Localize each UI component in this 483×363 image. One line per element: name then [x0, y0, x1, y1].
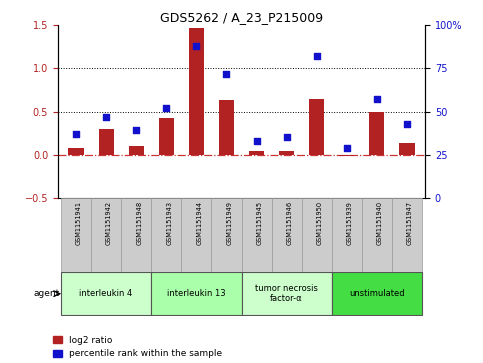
Text: GSM1151949: GSM1151949 [227, 201, 232, 245]
Bar [99, 129, 114, 155]
Point [343, 145, 351, 151]
Bar [61, 272, 151, 315]
Point [373, 97, 381, 102]
Bar [69, 148, 84, 155]
Bar [151, 198, 181, 272]
Title: GDS5262 / A_23_P215009: GDS5262 / A_23_P215009 [160, 11, 323, 24]
Bar [219, 100, 234, 155]
Bar [302, 198, 332, 272]
Text: GSM1151950: GSM1151950 [317, 201, 323, 245]
Text: GSM1151943: GSM1151943 [166, 201, 172, 245]
Text: GSM1151945: GSM1151945 [256, 201, 263, 245]
Point [253, 138, 260, 144]
Bar [249, 151, 264, 155]
Point [283, 134, 290, 140]
Bar [242, 272, 332, 315]
Point [102, 114, 110, 120]
Text: GSM1151948: GSM1151948 [136, 201, 142, 245]
Bar [279, 151, 294, 155]
Text: GSM1151942: GSM1151942 [106, 201, 112, 245]
Text: unstimulated: unstimulated [349, 289, 405, 298]
Text: GSM1151939: GSM1151939 [347, 201, 353, 245]
Text: GSM1151941: GSM1151941 [76, 201, 82, 245]
Point [403, 121, 411, 127]
Bar [271, 198, 302, 272]
Text: interleukin 13: interleukin 13 [167, 289, 226, 298]
Bar [128, 146, 144, 155]
Bar [159, 118, 174, 155]
Bar [212, 198, 242, 272]
Text: interleukin 4: interleukin 4 [80, 289, 133, 298]
Text: GSM1151947: GSM1151947 [407, 201, 413, 245]
Point [313, 53, 321, 59]
Bar [399, 143, 414, 155]
Bar [189, 28, 204, 155]
Point [193, 43, 200, 49]
Bar [369, 113, 384, 155]
Text: GSM1151944: GSM1151944 [197, 201, 202, 245]
Point [72, 131, 80, 137]
Bar [392, 198, 422, 272]
Bar [91, 198, 121, 272]
Bar [332, 272, 422, 315]
Bar [151, 272, 242, 315]
Bar [362, 198, 392, 272]
Text: GSM1151946: GSM1151946 [286, 201, 293, 245]
Point [223, 71, 230, 77]
Text: tumor necrosis
factor-α: tumor necrosis factor-α [255, 284, 318, 303]
Bar [332, 198, 362, 272]
Text: agent: agent [33, 289, 59, 298]
Legend: log2 ratio, percentile rank within the sample: log2 ratio, percentile rank within the s… [53, 336, 222, 359]
Bar [181, 198, 212, 272]
Bar [61, 198, 91, 272]
Bar [242, 198, 271, 272]
Bar [309, 99, 324, 155]
Bar [121, 198, 151, 272]
Bar [339, 155, 355, 156]
Text: GSM1151940: GSM1151940 [377, 201, 383, 245]
Point [162, 105, 170, 111]
Point [132, 127, 140, 133]
